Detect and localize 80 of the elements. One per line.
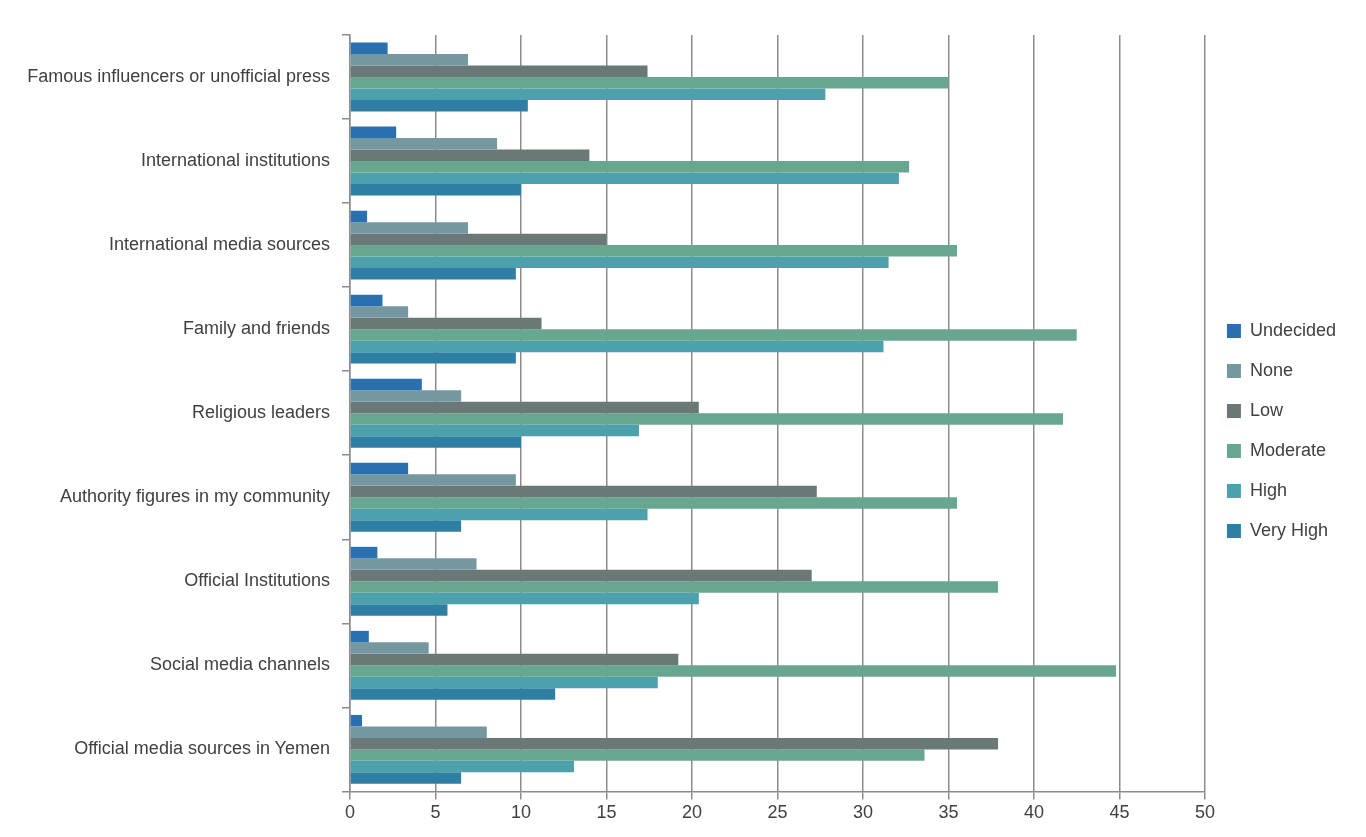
bar xyxy=(350,760,574,773)
bar xyxy=(350,714,362,727)
x-tick-label: 40 xyxy=(1023,802,1044,823)
bar xyxy=(350,306,409,318)
bar xyxy=(350,65,648,78)
x-tick-label: 50 xyxy=(1194,802,1215,823)
y-tick-label: Official media sources in Yemen xyxy=(74,738,330,759)
bar xyxy=(350,546,378,559)
bar xyxy=(350,340,884,353)
legend-label: High xyxy=(1249,479,1287,500)
bar xyxy=(350,424,639,437)
bar xyxy=(350,256,889,269)
bar xyxy=(350,210,368,223)
bar xyxy=(350,413,1064,425)
legend-label: Very High xyxy=(1249,519,1328,540)
bar xyxy=(350,737,999,750)
legend-label: Moderate xyxy=(1249,439,1326,460)
bar xyxy=(350,604,448,616)
bar xyxy=(350,508,648,521)
bar xyxy=(350,77,949,89)
x-tick-label: 20 xyxy=(681,802,702,823)
y-tick-label: Official Institutions xyxy=(184,570,330,591)
bar xyxy=(350,99,528,112)
bar xyxy=(350,378,422,391)
y-tick-label: Religious leaders xyxy=(191,402,330,423)
bar xyxy=(350,726,487,738)
bar xyxy=(350,401,699,414)
bar xyxy=(350,329,1077,341)
bar xyxy=(350,268,516,280)
x-tick-label: 10 xyxy=(510,802,531,823)
legend-label: Low xyxy=(1249,399,1284,420)
y-tick-label: International institutions xyxy=(140,150,330,171)
bar xyxy=(350,462,409,475)
bar xyxy=(350,558,477,570)
bar xyxy=(350,42,388,55)
bar xyxy=(350,149,590,162)
bar xyxy=(350,126,397,139)
bar xyxy=(350,688,556,700)
bar xyxy=(350,630,369,643)
bar xyxy=(350,390,462,402)
bar xyxy=(350,184,521,196)
y-tick-label: Social media channels xyxy=(149,654,330,675)
x-tick-label: 15 xyxy=(596,802,617,823)
bar xyxy=(350,497,958,509)
x-tick-label: 25 xyxy=(767,802,788,823)
bar xyxy=(350,352,516,364)
bar xyxy=(350,436,521,448)
bar xyxy=(350,592,699,605)
bar xyxy=(350,317,542,330)
bar xyxy=(350,772,462,784)
y-tick-label: Famous influencers or unofficial press xyxy=(27,65,330,86)
bar xyxy=(350,653,679,666)
bar xyxy=(350,520,462,532)
x-tick-label: 35 xyxy=(938,802,959,823)
bar xyxy=(350,642,429,654)
y-tick-label: Authority figures in my community xyxy=(59,486,330,507)
x-tick-label: 0 xyxy=(344,802,356,823)
x-tick-label: 5 xyxy=(430,802,441,823)
legend-label: None xyxy=(1249,359,1293,380)
bar xyxy=(350,569,812,582)
bar xyxy=(350,138,498,150)
bar xyxy=(350,581,999,593)
y-tick-label: International media sources xyxy=(108,234,330,255)
bar xyxy=(350,294,383,307)
bar xyxy=(350,54,468,66)
bar xyxy=(350,676,658,689)
bar xyxy=(350,485,817,498)
x-tick-label: 45 xyxy=(1109,802,1130,823)
bar xyxy=(350,172,899,185)
bar xyxy=(350,749,925,761)
bar xyxy=(350,665,1117,677)
x-tick-label: 30 xyxy=(852,802,873,823)
bar xyxy=(350,161,910,173)
y-tick-label: Family and friends xyxy=(182,318,330,339)
bar xyxy=(350,222,468,234)
bar xyxy=(350,88,826,100)
bar xyxy=(350,245,958,257)
bar xyxy=(350,474,516,486)
bar xyxy=(350,233,607,246)
legend-label: Undecided xyxy=(1249,319,1336,340)
